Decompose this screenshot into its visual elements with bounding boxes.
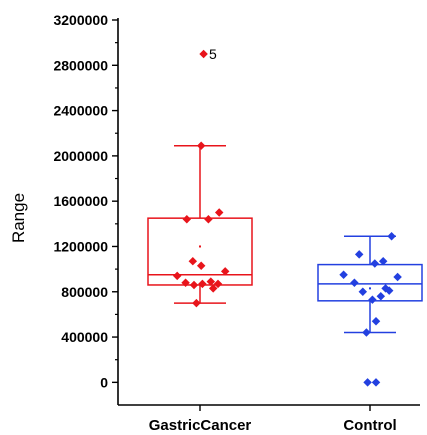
data-point	[206, 277, 216, 286]
x-axis-labels: GastricCancer Control	[149, 405, 397, 434]
data-point	[198, 279, 207, 289]
data-point	[376, 292, 386, 301]
data-point	[214, 208, 224, 217]
data-point	[370, 259, 380, 268]
x-category-label: GastricCancer	[149, 417, 252, 434]
data-point	[363, 378, 372, 387]
y-tick-label: 800000	[61, 284, 108, 300]
y-tick-label: 2800000	[53, 57, 108, 73]
boxes	[147, 144, 423, 334]
data-point	[189, 280, 199, 290]
box-Control	[317, 235, 423, 334]
data-point	[339, 270, 348, 280]
data-point	[182, 215, 192, 224]
y-tick-label: 3200000	[53, 12, 108, 28]
y-axis-title: Range	[9, 193, 28, 243]
y-tick-label: 2400000	[53, 103, 108, 119]
data-point	[371, 378, 381, 387]
x-category-label: Control	[343, 417, 396, 434]
data-point	[172, 271, 182, 281]
data-point	[196, 141, 206, 150]
data-point	[208, 284, 218, 293]
iqr-box	[317, 263, 423, 302]
y-axis-ticks: 0 400000 800000 1200000 1600000 2000000 240000…	[53, 12, 118, 390]
y-tick-label: 1600000	[53, 193, 108, 209]
data-point	[387, 232, 396, 241]
data-point	[368, 295, 377, 304]
data-point	[378, 256, 388, 266]
data-point	[354, 250, 364, 259]
data-point	[358, 287, 368, 297]
data-point	[192, 298, 201, 308]
mean-marker	[369, 287, 371, 290]
data-point	[188, 256, 198, 266]
y-tick-label: 1200000	[53, 238, 108, 254]
data-point	[204, 215, 213, 224]
data-point	[371, 316, 381, 326]
data-point	[350, 278, 359, 287]
data-point	[196, 261, 206, 270]
data-point	[220, 267, 230, 276]
y-tick-label: 0	[100, 374, 108, 390]
data-point	[181, 278, 190, 287]
data-points: 5	[172, 46, 402, 387]
box-GastricCancer	[147, 144, 253, 304]
y-tick-label: 400000	[61, 329, 108, 345]
data-point	[362, 328, 371, 337]
data-point	[393, 272, 402, 282]
axes	[117, 18, 420, 406]
data-point	[381, 284, 390, 293]
y-tick-label: 2000000	[53, 148, 108, 164]
mean-marker	[199, 245, 201, 248]
outlier-label: 5	[209, 46, 217, 62]
data-point	[199, 49, 208, 59]
data-point	[213, 279, 223, 289]
